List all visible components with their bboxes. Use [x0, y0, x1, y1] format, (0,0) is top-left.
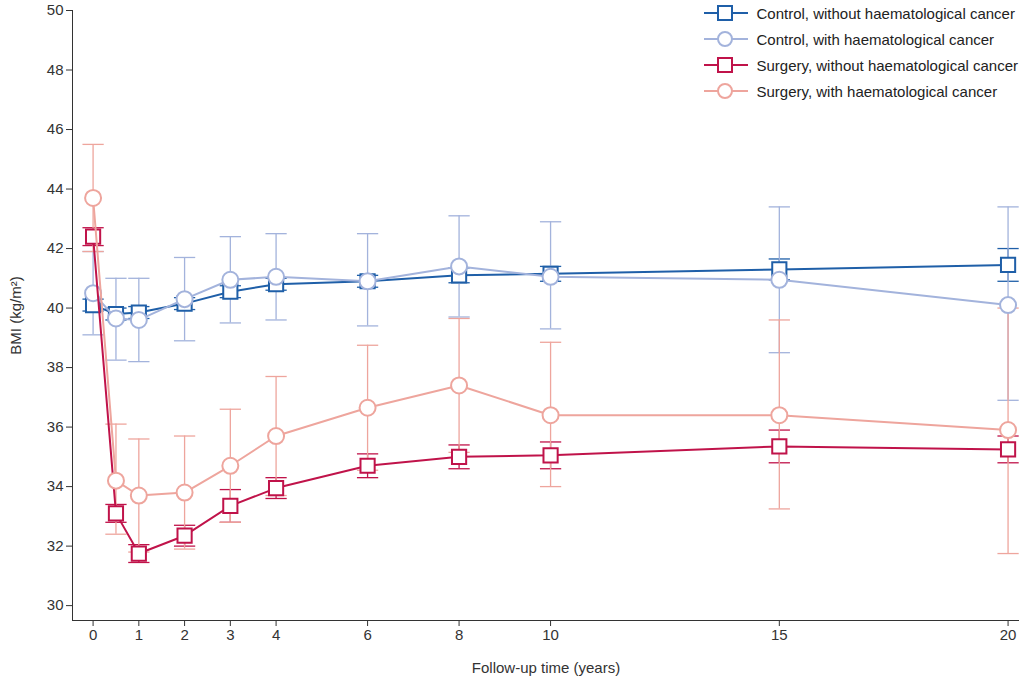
svg-text:34: 34 — [47, 477, 64, 494]
svg-text:10: 10 — [542, 626, 559, 643]
svg-text:8: 8 — [455, 626, 463, 643]
svg-text:30: 30 — [47, 596, 64, 613]
svg-text:38: 38 — [47, 358, 64, 375]
svg-text:32: 32 — [47, 537, 64, 554]
svg-text:15: 15 — [771, 626, 788, 643]
svg-text:3: 3 — [226, 626, 234, 643]
svg-text:2: 2 — [180, 626, 188, 643]
svg-text:20: 20 — [1000, 626, 1017, 643]
svg-text:36: 36 — [47, 418, 64, 435]
html-text:Surgery, with haematological c: Surgery, with haematological cancer — [756, 82, 998, 100]
html-text:Surgery, without haematologica: Surgery, without haematological cancer — [756, 56, 1018, 74]
svg-text:42: 42 — [47, 239, 64, 256]
svg-text:40: 40 — [47, 299, 64, 316]
svg-text:4: 4 — [272, 626, 280, 643]
svg-text:44: 44 — [47, 180, 64, 197]
svg-text:BMI (kg/m²): BMI (kg/m²) — [7, 276, 24, 354]
svg-text:1: 1 — [135, 626, 143, 643]
html-text:Control, without haematologica: Control, without haematological cancer — [756, 4, 1015, 22]
svg-text:46: 46 — [47, 120, 64, 137]
svg-text:6: 6 — [363, 626, 371, 643]
svg-text:Follow-up time (years): Follow-up time (years) — [472, 659, 620, 676]
svg-text:50: 50 — [47, 1, 64, 18]
svg-text:0: 0 — [89, 626, 97, 643]
html-text:Control, with haematological c: Control, with haematological cancer — [756, 30, 995, 48]
svg-text:48: 48 — [47, 61, 64, 78]
